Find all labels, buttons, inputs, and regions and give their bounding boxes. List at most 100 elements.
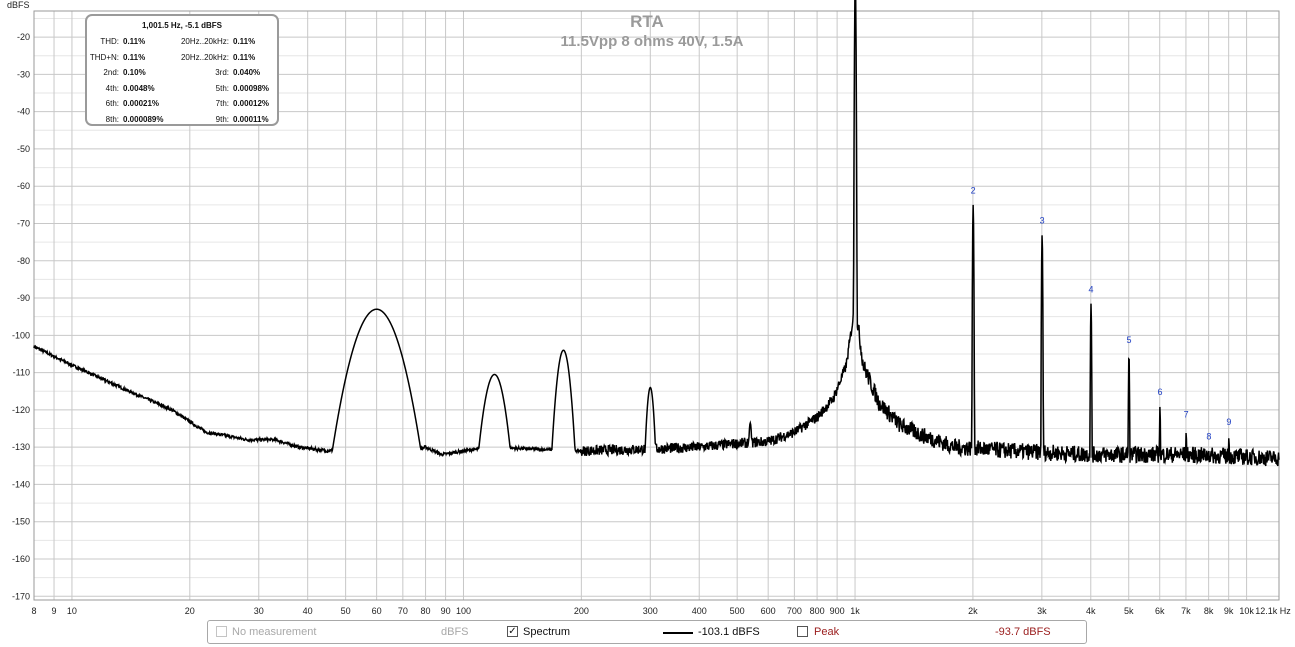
x-tick-label: 800 [810, 606, 825, 616]
info-value: 0.11% [233, 37, 256, 46]
x-tick-label: 8k [1204, 606, 1214, 616]
peak-label: Peak [814, 626, 840, 638]
info-label: 20Hz..20kHz: [180, 37, 229, 46]
x-tick-label: 10k [1239, 606, 1254, 616]
plot-frame [33, 10, 1280, 601]
x-tick-label: 60 [372, 606, 382, 616]
x-tick-label: 50 [341, 606, 351, 616]
info-label: 5th: [215, 83, 229, 93]
info-label: 20Hz..20kHz: [180, 52, 229, 62]
spectrum-label: Spectrum [523, 626, 571, 638]
x-tick-label: 200 [574, 606, 589, 616]
spectrum-checkbox[interactable]: ✓ [507, 626, 518, 637]
x-tick-label: 90 [441, 606, 451, 616]
chart-subtitle: 11.5Vpp 8 ohms 40V, 1.5A [561, 33, 744, 50]
y-tick-label: -50 [17, 144, 30, 154]
peak-value: -93.7 dBFS [995, 626, 1051, 638]
info-value: 0.040% [233, 68, 261, 77]
info-row: THD+N: 0.11% 20Hz..20kHz: 0.11% [87, 53, 277, 63]
x-tick-label: 30 [254, 606, 264, 616]
info-value: 0.11% [233, 52, 256, 62]
x-tick-label: 700 [787, 606, 802, 616]
info-label: 4th: [105, 83, 119, 93]
y-tick-label: -100 [12, 330, 30, 340]
harmonic-label: 8 [1206, 432, 1211, 442]
info-value: 0.11% [123, 52, 146, 62]
info-value: 0.11% [123, 37, 146, 46]
info-row: 8th: 0.000089% 9th: 0.00011% [87, 115, 277, 125]
info-value: 0.00021% [123, 99, 160, 108]
rta-chart: -20 -30 -40 -50 -60 -70 -80 -90 -100 -110 -120 -130… [7, 0, 1291, 616]
info-row: THD: 0.11% 20Hz..20kHz: 0.11% [87, 37, 277, 47]
x-tick-label: 40 [303, 606, 313, 616]
x-tick-label: 3k [1037, 606, 1047, 616]
x-tick-label: 1k [850, 606, 860, 616]
x-tick-label: 400 [692, 606, 707, 616]
x-tick-label: 80 [421, 606, 431, 616]
spectrum-trace [33, 0, 1280, 467]
x-tick-label: 9k [1224, 606, 1234, 616]
info-label: THD+N: [89, 52, 119, 62]
x-tick-label: 6k [1155, 606, 1165, 616]
x-tick-label: 300 [643, 606, 658, 616]
no-measurement-label: No measurement [232, 626, 317, 638]
x-tick-label: 900 [830, 606, 845, 616]
y-tick-label: -70 [17, 218, 30, 228]
y-tick-label: -40 [17, 107, 30, 117]
no-measurement-checkbox[interactable] [216, 626, 227, 637]
y-tick-label: -90 [17, 293, 30, 303]
peak-checkbox[interactable] [797, 626, 808, 637]
y-tick-label: -130 [12, 442, 30, 452]
y-tick-label: -110 [13, 368, 30, 378]
x-tick-label: 8 [31, 606, 36, 616]
info-label: 2nd: [103, 68, 119, 77]
x-tick-label: 500 [730, 606, 745, 616]
info-label: 3rd: [215, 68, 229, 77]
info-row: 4th: 0.0048% 5th: 0.00098% [87, 84, 277, 94]
info-label: 7th: [215, 99, 229, 108]
info-label: 8th: [105, 114, 119, 124]
x-tick-label: 4k [1086, 606, 1096, 616]
harmonic-label: 5 [1126, 335, 1131, 345]
info-value: 0.00011% [233, 114, 269, 124]
y-tick-label: -150 [12, 517, 30, 527]
harmonic-label: 3 [1040, 215, 1045, 225]
y-tick-label: -80 [17, 256, 30, 266]
y-tick-label: -30 [17, 69, 30, 79]
info-value: 0.00098% [233, 83, 270, 93]
x-tick-label: 100 [456, 606, 471, 616]
y-tick-label: -60 [17, 181, 30, 191]
x-tick-label: 2k [968, 606, 978, 616]
harmonic-label: 6 [1157, 387, 1162, 397]
x-tick-label: 9 [52, 606, 57, 616]
x-tick-label: 600 [761, 606, 776, 616]
info-label: 9th: [215, 114, 229, 124]
y-tick-label: -20 [17, 32, 30, 42]
x-tick-label: 12.1k Hz [1255, 606, 1291, 616]
unit-label: dBFS [441, 626, 469, 638]
y-tick-label: -120 [12, 405, 30, 415]
x-tick-label: 70 [398, 606, 408, 616]
legend-bar: No measurement dBFS ✓ Spectrum -103.1 dB… [207, 620, 1087, 644]
info-label: THD: [100, 37, 119, 46]
x-tick-label: 5k [1124, 606, 1134, 616]
info-row: 6th: 0.00021% 7th: 0.00012% [87, 99, 277, 109]
harmonic-label: 2 [971, 186, 976, 196]
y-tick-label: -170 [12, 591, 30, 601]
spectrum-value: -103.1 dBFS [698, 626, 760, 638]
harmonic-label: 7 [1184, 409, 1189, 419]
y-axis-label: dBFS [7, 0, 30, 10]
info-row: 2nd: 0.10% 3rd: 0.040% [87, 68, 277, 78]
spectrum-line-swatch [663, 632, 693, 634]
info-value: 0.00012% [233, 99, 270, 108]
y-tick-label: -160 [12, 554, 30, 564]
info-value: 0.10% [123, 68, 146, 77]
y-tick-label: -140 [12, 479, 30, 489]
x-tick-label: 10 [67, 606, 77, 616]
info-label: 6th: [105, 99, 119, 108]
info-value: 0.0048% [123, 83, 155, 93]
harmonic-label: 4 [1089, 284, 1094, 294]
distortion-info-box: 1,001.5 Hz, -5.1 dBFS THD: 0.11% 20Hz..20k… [85, 14, 279, 126]
x-tick-label: 7k [1181, 606, 1191, 616]
x-tick-label: 20 [185, 606, 195, 616]
